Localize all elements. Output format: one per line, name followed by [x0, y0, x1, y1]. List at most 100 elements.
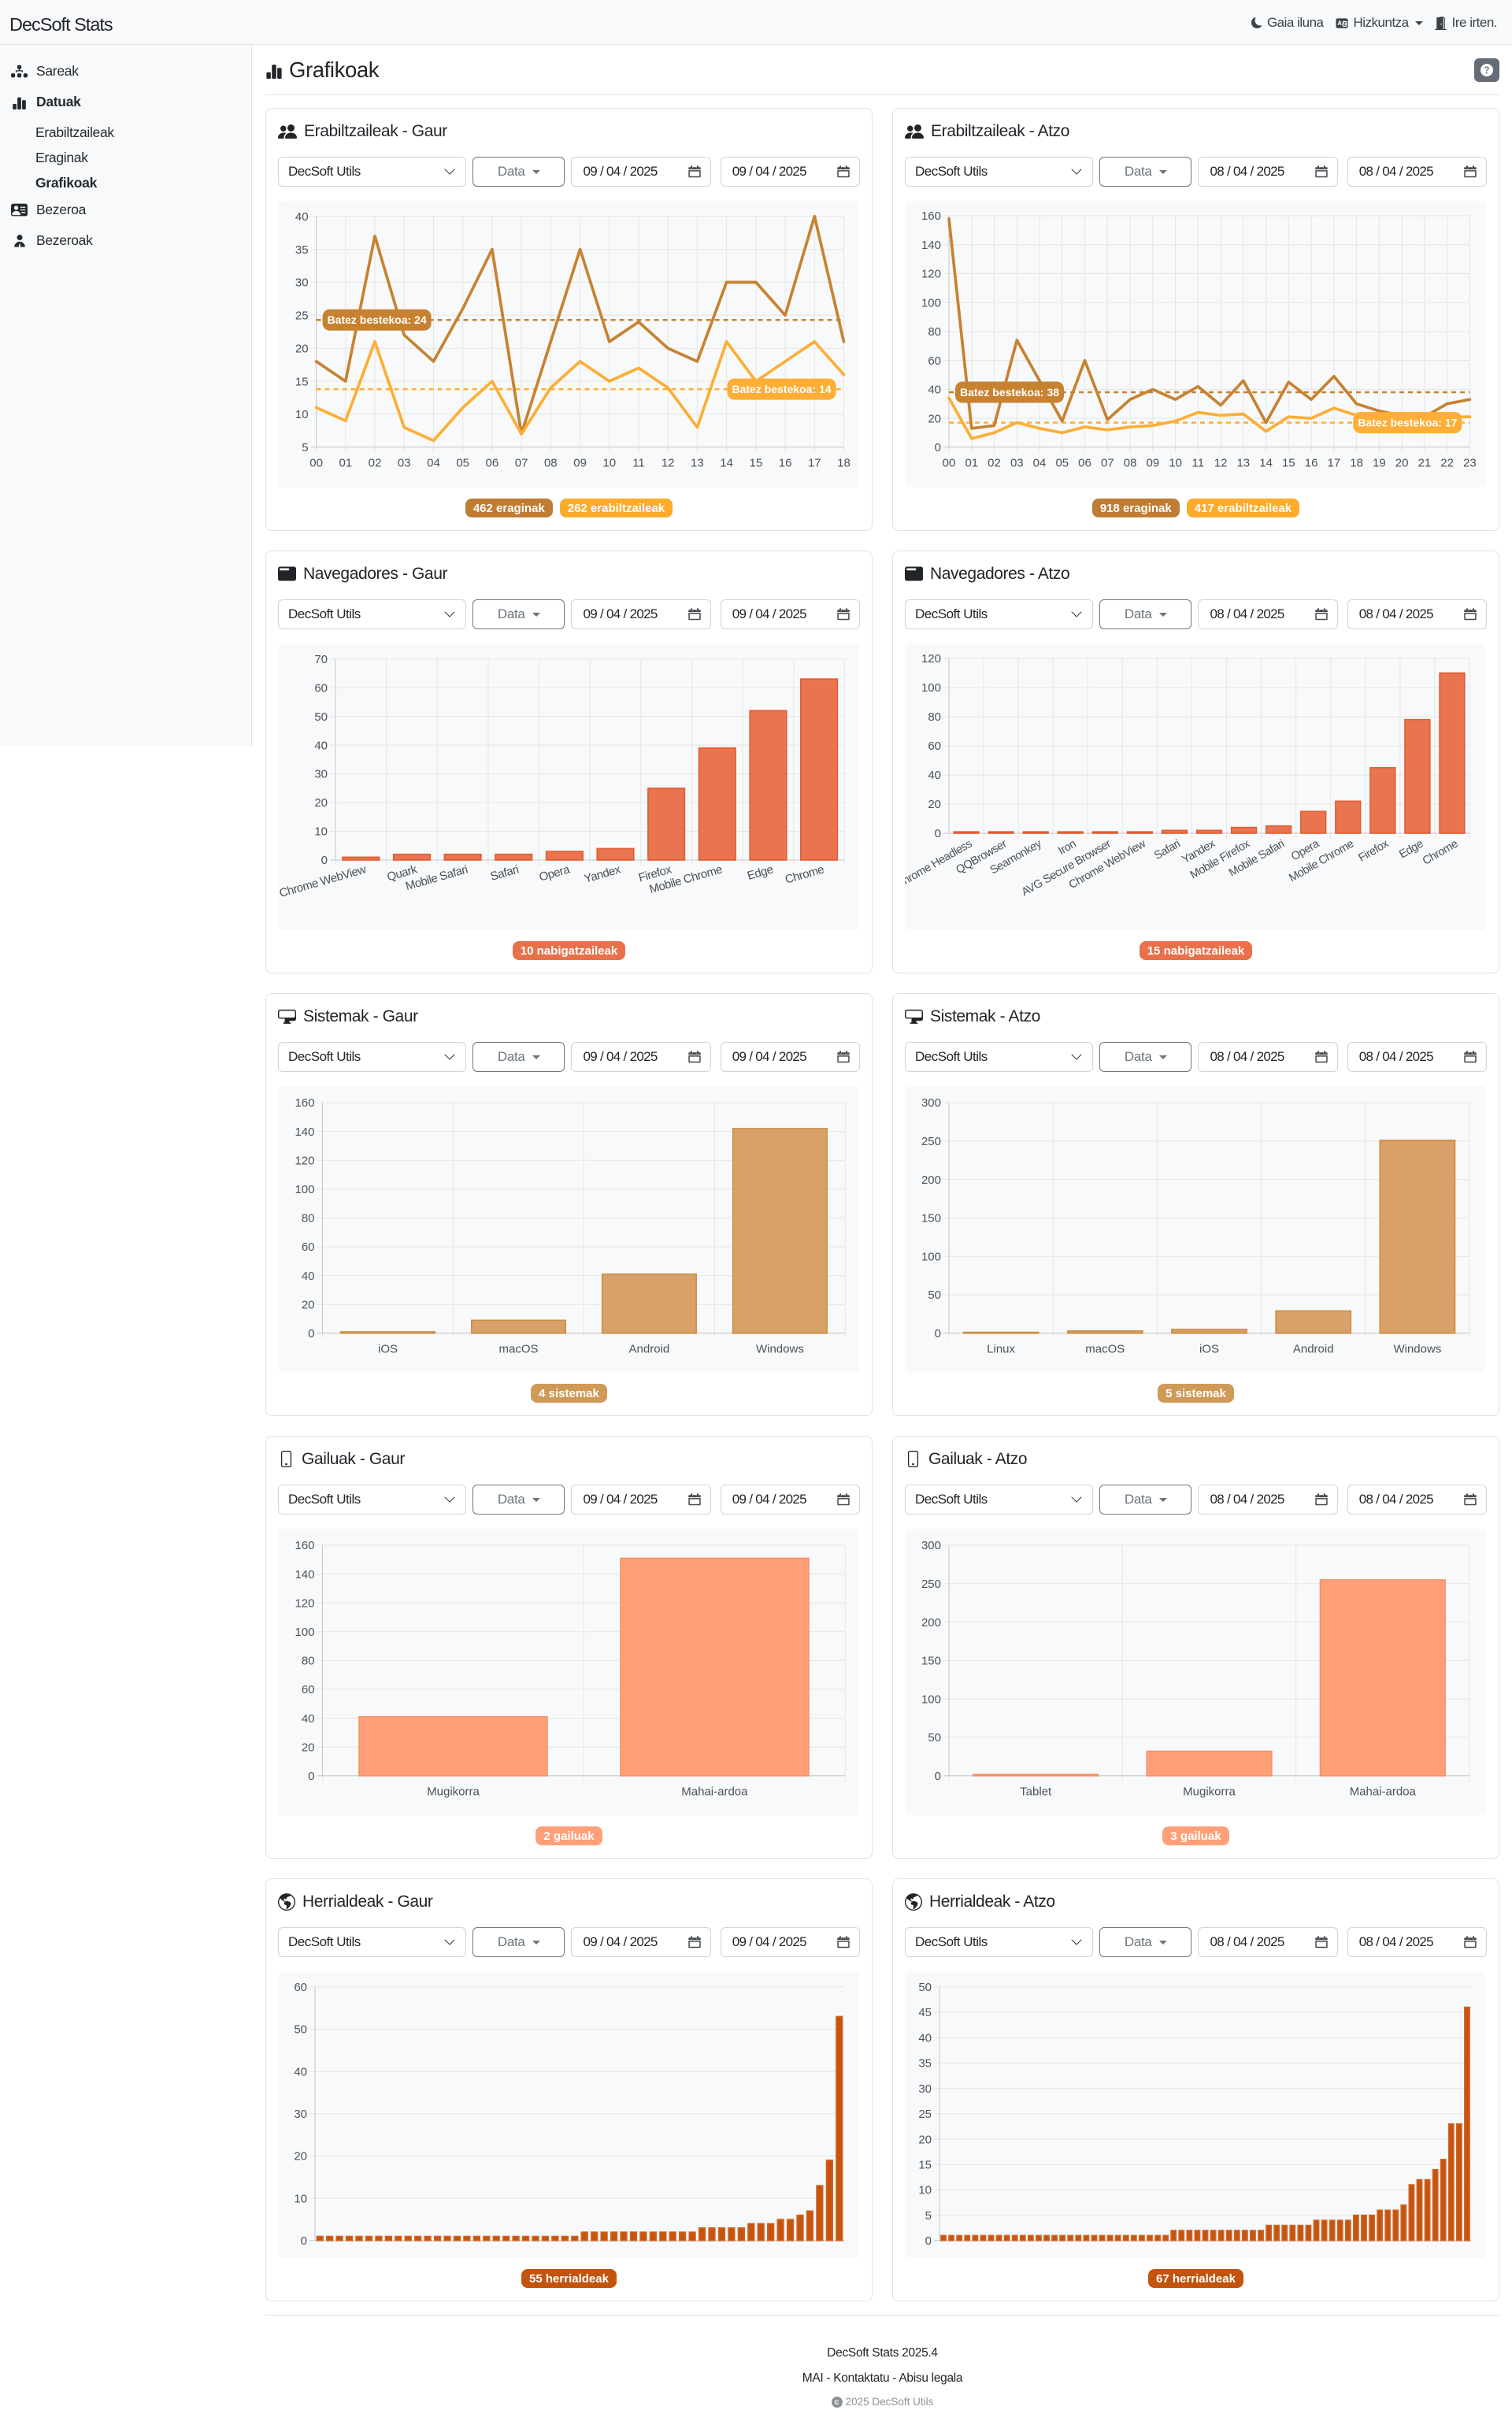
- svg-text:50: 50: [918, 1981, 932, 1994]
- svg-text:60: 60: [314, 681, 328, 695]
- svg-text:60: 60: [928, 740, 941, 753]
- svg-text:120: 120: [295, 1596, 314, 1610]
- svg-text:80: 80: [302, 1655, 315, 1668]
- svg-text:50: 50: [928, 1288, 941, 1302]
- svg-text:20: 20: [295, 342, 309, 355]
- svg-text:20: 20: [302, 1298, 315, 1311]
- svg-text:06: 06: [1078, 456, 1091, 469]
- svg-text:20: 20: [928, 412, 941, 425]
- svg-text:100: 100: [921, 681, 941, 695]
- svg-text:0: 0: [935, 441, 941, 454]
- svg-text:18: 18: [837, 456, 850, 469]
- svg-text:10: 10: [918, 2184, 932, 2197]
- svg-text:25: 25: [295, 310, 309, 323]
- svg-text:Mahai-ardoa: Mahai-ardoa: [681, 1785, 748, 1798]
- svg-text:03: 03: [398, 456, 411, 469]
- svg-text:Mahai-ardoa: Mahai-ardoa: [1350, 1785, 1417, 1798]
- svg-text:14: 14: [1259, 456, 1273, 469]
- svg-text:13: 13: [691, 456, 704, 469]
- svg-text:50: 50: [294, 2023, 307, 2037]
- svg-text:5: 5: [302, 441, 308, 454]
- svg-text:07: 07: [515, 456, 528, 469]
- svg-text:160: 160: [921, 209, 941, 223]
- svg-text:07: 07: [1101, 456, 1114, 469]
- svg-text:Linux: Linux: [987, 1342, 1015, 1355]
- svg-text:20: 20: [314, 796, 328, 810]
- svg-text:30: 30: [314, 768, 328, 781]
- svg-text:17: 17: [1328, 456, 1341, 469]
- svg-text:Mugikorra: Mugikorra: [427, 1785, 480, 1798]
- svg-text:iOS: iOS: [378, 1342, 398, 1355]
- svg-text:40: 40: [928, 384, 941, 397]
- svg-text:120: 120: [921, 268, 941, 281]
- svg-text:10: 10: [1169, 456, 1182, 469]
- svg-text:Mugikorra: Mugikorra: [1183, 1785, 1236, 1798]
- svg-text:20: 20: [928, 798, 941, 811]
- svg-text:18: 18: [1350, 456, 1363, 469]
- svg-text:20: 20: [294, 2150, 307, 2163]
- svg-text:06: 06: [486, 456, 499, 469]
- svg-text:09: 09: [573, 456, 587, 469]
- svg-text:12: 12: [662, 456, 675, 469]
- svg-text:35: 35: [918, 2057, 932, 2071]
- svg-text:10: 10: [314, 825, 328, 839]
- svg-text:160: 160: [295, 1539, 314, 1552]
- svg-text:20: 20: [1395, 456, 1409, 469]
- svg-text:Windows: Windows: [756, 1342, 804, 1355]
- svg-text:120: 120: [921, 652, 941, 666]
- svg-text:70: 70: [314, 653, 328, 666]
- svg-text:45: 45: [918, 2006, 932, 2019]
- svg-text:23: 23: [1463, 456, 1477, 469]
- svg-text:0: 0: [301, 2234, 307, 2248]
- svg-text:02: 02: [369, 456, 382, 469]
- svg-text:macOS: macOS: [498, 1342, 538, 1355]
- svg-text:120: 120: [295, 1154, 314, 1167]
- svg-text:00: 00: [309, 456, 323, 469]
- svg-text:15: 15: [295, 375, 309, 388]
- svg-text:25: 25: [918, 2108, 932, 2121]
- svg-text:80: 80: [302, 1212, 315, 1225]
- svg-text:16: 16: [1305, 456, 1318, 469]
- svg-text:08: 08: [1124, 456, 1137, 469]
- svg-text:160: 160: [295, 1096, 314, 1110]
- svg-text:19: 19: [1373, 456, 1386, 469]
- svg-text:00: 00: [943, 456, 956, 469]
- svg-text:Batez bestekoa: 17: Batez bestekoa: 17: [1358, 417, 1457, 429]
- svg-text:11: 11: [632, 456, 645, 469]
- svg-text:80: 80: [928, 710, 941, 724]
- svg-text:17: 17: [808, 456, 821, 469]
- svg-text:10: 10: [295, 408, 309, 421]
- svg-text:40: 40: [314, 739, 328, 752]
- svg-text:08: 08: [544, 456, 558, 469]
- svg-text:Windows: Windows: [1393, 1342, 1441, 1355]
- svg-text:250: 250: [921, 1578, 941, 1591]
- svg-text:0: 0: [935, 827, 941, 840]
- svg-text:100: 100: [921, 1250, 941, 1263]
- svg-text:16: 16: [779, 456, 792, 469]
- svg-text:10: 10: [602, 456, 616, 469]
- svg-text:100: 100: [295, 1626, 314, 1639]
- svg-text:60: 60: [928, 354, 941, 368]
- svg-text:04: 04: [427, 456, 440, 469]
- svg-text:40: 40: [302, 1270, 315, 1283]
- svg-text:05: 05: [1055, 456, 1069, 469]
- svg-text:02: 02: [988, 456, 1001, 469]
- svg-text:5: 5: [925, 2209, 932, 2223]
- svg-text:300: 300: [921, 1096, 941, 1110]
- svg-text:macOS: macOS: [1085, 1342, 1125, 1355]
- svg-text:Android: Android: [629, 1342, 670, 1355]
- svg-text:150: 150: [921, 1212, 941, 1225]
- svg-text:40: 40: [918, 2031, 932, 2045]
- svg-text:21: 21: [1418, 456, 1432, 469]
- svg-text:200: 200: [921, 1174, 941, 1187]
- svg-text:04: 04: [1033, 456, 1047, 469]
- svg-text:iOS: iOS: [1199, 1342, 1219, 1355]
- svg-text:Batez bestekoa: 38: Batez bestekoa: 38: [960, 386, 1059, 399]
- svg-text:11: 11: [1192, 456, 1205, 469]
- svg-text:60: 60: [302, 1683, 315, 1696]
- svg-text:14: 14: [720, 456, 733, 469]
- svg-text:35: 35: [295, 243, 309, 257]
- svg-text:13: 13: [1236, 456, 1250, 469]
- svg-text:50: 50: [928, 1731, 941, 1745]
- svg-text:Android: Android: [1293, 1342, 1334, 1355]
